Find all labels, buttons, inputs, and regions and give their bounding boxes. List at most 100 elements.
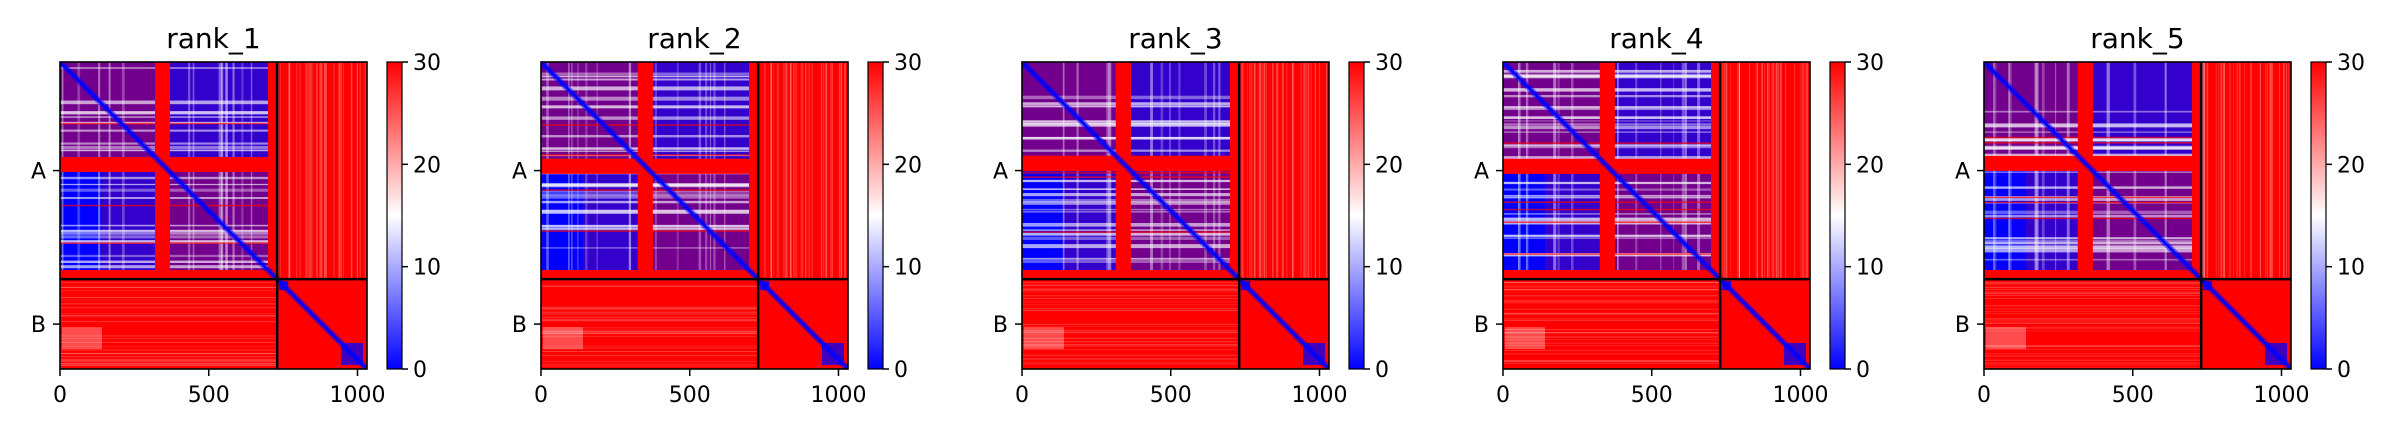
heatmap-texture	[60, 321, 278, 323]
heatmap-texture	[324, 62, 326, 280]
heatmap-texture	[60, 353, 278, 355]
heatmap-texture	[1304, 62, 1306, 280]
heatmap-texture	[60, 362, 278, 364]
heatmap-texture	[1984, 286, 2202, 288]
heatmap-texture	[319, 62, 321, 280]
heatmap-texture	[1984, 320, 2202, 322]
axes-frame	[1983, 61, 2292, 370]
colorbar	[1348, 61, 1365, 370]
heatmap-texture	[541, 351, 759, 353]
heatmap-texture	[1785, 62, 1787, 280]
heatmap-texture	[1022, 337, 1240, 339]
heatmap-texture	[1022, 349, 1240, 351]
heatmap-texture	[541, 331, 759, 333]
heatmap-texture	[800, 62, 802, 280]
colorbar	[867, 61, 884, 370]
heatmap-texture	[543, 327, 583, 350]
x-tick-label: 500	[1631, 383, 1673, 408]
colorbar-tick-label: 20	[413, 153, 441, 178]
heatmap-texture	[825, 62, 827, 280]
heatmap-texture	[60, 303, 278, 305]
y-tick-label: A	[1474, 160, 1489, 185]
heatmap-texture	[1984, 294, 2202, 296]
heatmap-texture	[838, 62, 840, 280]
colorbar-tick-label: 0	[2337, 358, 2351, 383]
heatmap-texture	[802, 62, 804, 280]
heatmap-texture	[60, 335, 278, 337]
heatmap-texture	[785, 62, 787, 280]
heatmap-texture	[60, 282, 278, 284]
heatmap-texture	[1730, 62, 1732, 280]
heatmap-2	[541, 62, 848, 369]
heatmap-texture	[839, 62, 841, 280]
heatmap-texture	[1802, 62, 1804, 280]
heatmap-texture	[2250, 62, 2252, 280]
heatmap-block	[170, 62, 268, 157]
colorbar-tick-label: 10	[1375, 256, 1403, 281]
heatmap-texture	[824, 62, 826, 280]
heatmap-texture	[1022, 298, 1240, 300]
heatmap-texture	[2233, 62, 2235, 280]
heatmap-texture	[2202, 62, 2204, 280]
heatmap-texture	[305, 62, 307, 280]
heatmap-texture	[1726, 62, 1728, 280]
heatmap-texture	[1503, 349, 1721, 351]
heatmap-texture	[1264, 62, 1266, 280]
heatmap-texture	[2206, 62, 2208, 280]
heatmap-texture	[1503, 286, 1721, 288]
heatmap-texture	[1022, 290, 1240, 292]
heatmap-texture	[1984, 346, 2202, 348]
heatmap-texture	[312, 62, 314, 280]
heatmap-texture	[340, 62, 342, 280]
heatmap-texture	[1503, 339, 1721, 341]
heatmap-texture	[1503, 313, 1721, 315]
heatmap-texture	[1503, 288, 1721, 290]
heatmap-texture	[1503, 308, 1721, 310]
colorbar-tick-label: 30	[1856, 51, 1884, 76]
heatmap-texture	[1738, 62, 1740, 280]
heatmap-texture	[60, 358, 278, 360]
heatmap-texture	[1984, 305, 2202, 307]
heatmap-texture	[2207, 62, 2209, 280]
x-tick-label: 500	[669, 383, 711, 408]
x-tick-label: 500	[2112, 383, 2154, 408]
heatmap-gap	[1984, 155, 2202, 171]
heatmap-texture	[820, 62, 822, 280]
heatmap-texture	[2220, 62, 2222, 280]
heatmap-texture	[1286, 62, 1288, 280]
heatmap-texture	[541, 316, 759, 318]
chart-title: rank_3	[1128, 22, 1222, 55]
heatmap-texture	[1724, 62, 1726, 280]
heatmap-texture	[1503, 289, 1721, 291]
heatmap-texture	[1984, 330, 2202, 332]
heatmap-texture	[364, 62, 366, 280]
heatmap-texture	[1720, 62, 1722, 280]
heatmap-texture	[1303, 62, 1305, 280]
heatmap-texture	[342, 62, 344, 280]
x-tick-label: 1000	[1291, 383, 1347, 408]
heatmap-texture	[1253, 62, 1255, 280]
heatmap-texture	[1022, 295, 1240, 297]
heatmap-texture	[2283, 62, 2285, 280]
heatmap-texture	[796, 62, 798, 280]
heatmap-texture	[1984, 310, 2202, 312]
colorbar-tick-label: 20	[894, 153, 922, 178]
heatmap-texture	[1272, 62, 1274, 280]
heatmap-5	[1984, 62, 2291, 369]
heatmap-texture	[1775, 62, 1777, 280]
colorbar-tick-label: 20	[2337, 153, 2365, 178]
colorbar	[386, 61, 403, 370]
heatmap-texture	[806, 62, 808, 280]
heatmap-texture	[786, 62, 788, 280]
heatmap-texture	[1984, 364, 2202, 366]
heatmap-texture	[1315, 62, 1317, 280]
heatmap-texture	[844, 62, 846, 280]
heatmap-texture	[1022, 341, 1240, 343]
heatmap-texture	[1272, 62, 1274, 280]
heatmap-texture	[1503, 300, 1721, 302]
x-tick-label: 0	[534, 383, 548, 408]
heatmap-texture	[60, 341, 278, 343]
heatmap-texture	[1319, 62, 1321, 280]
